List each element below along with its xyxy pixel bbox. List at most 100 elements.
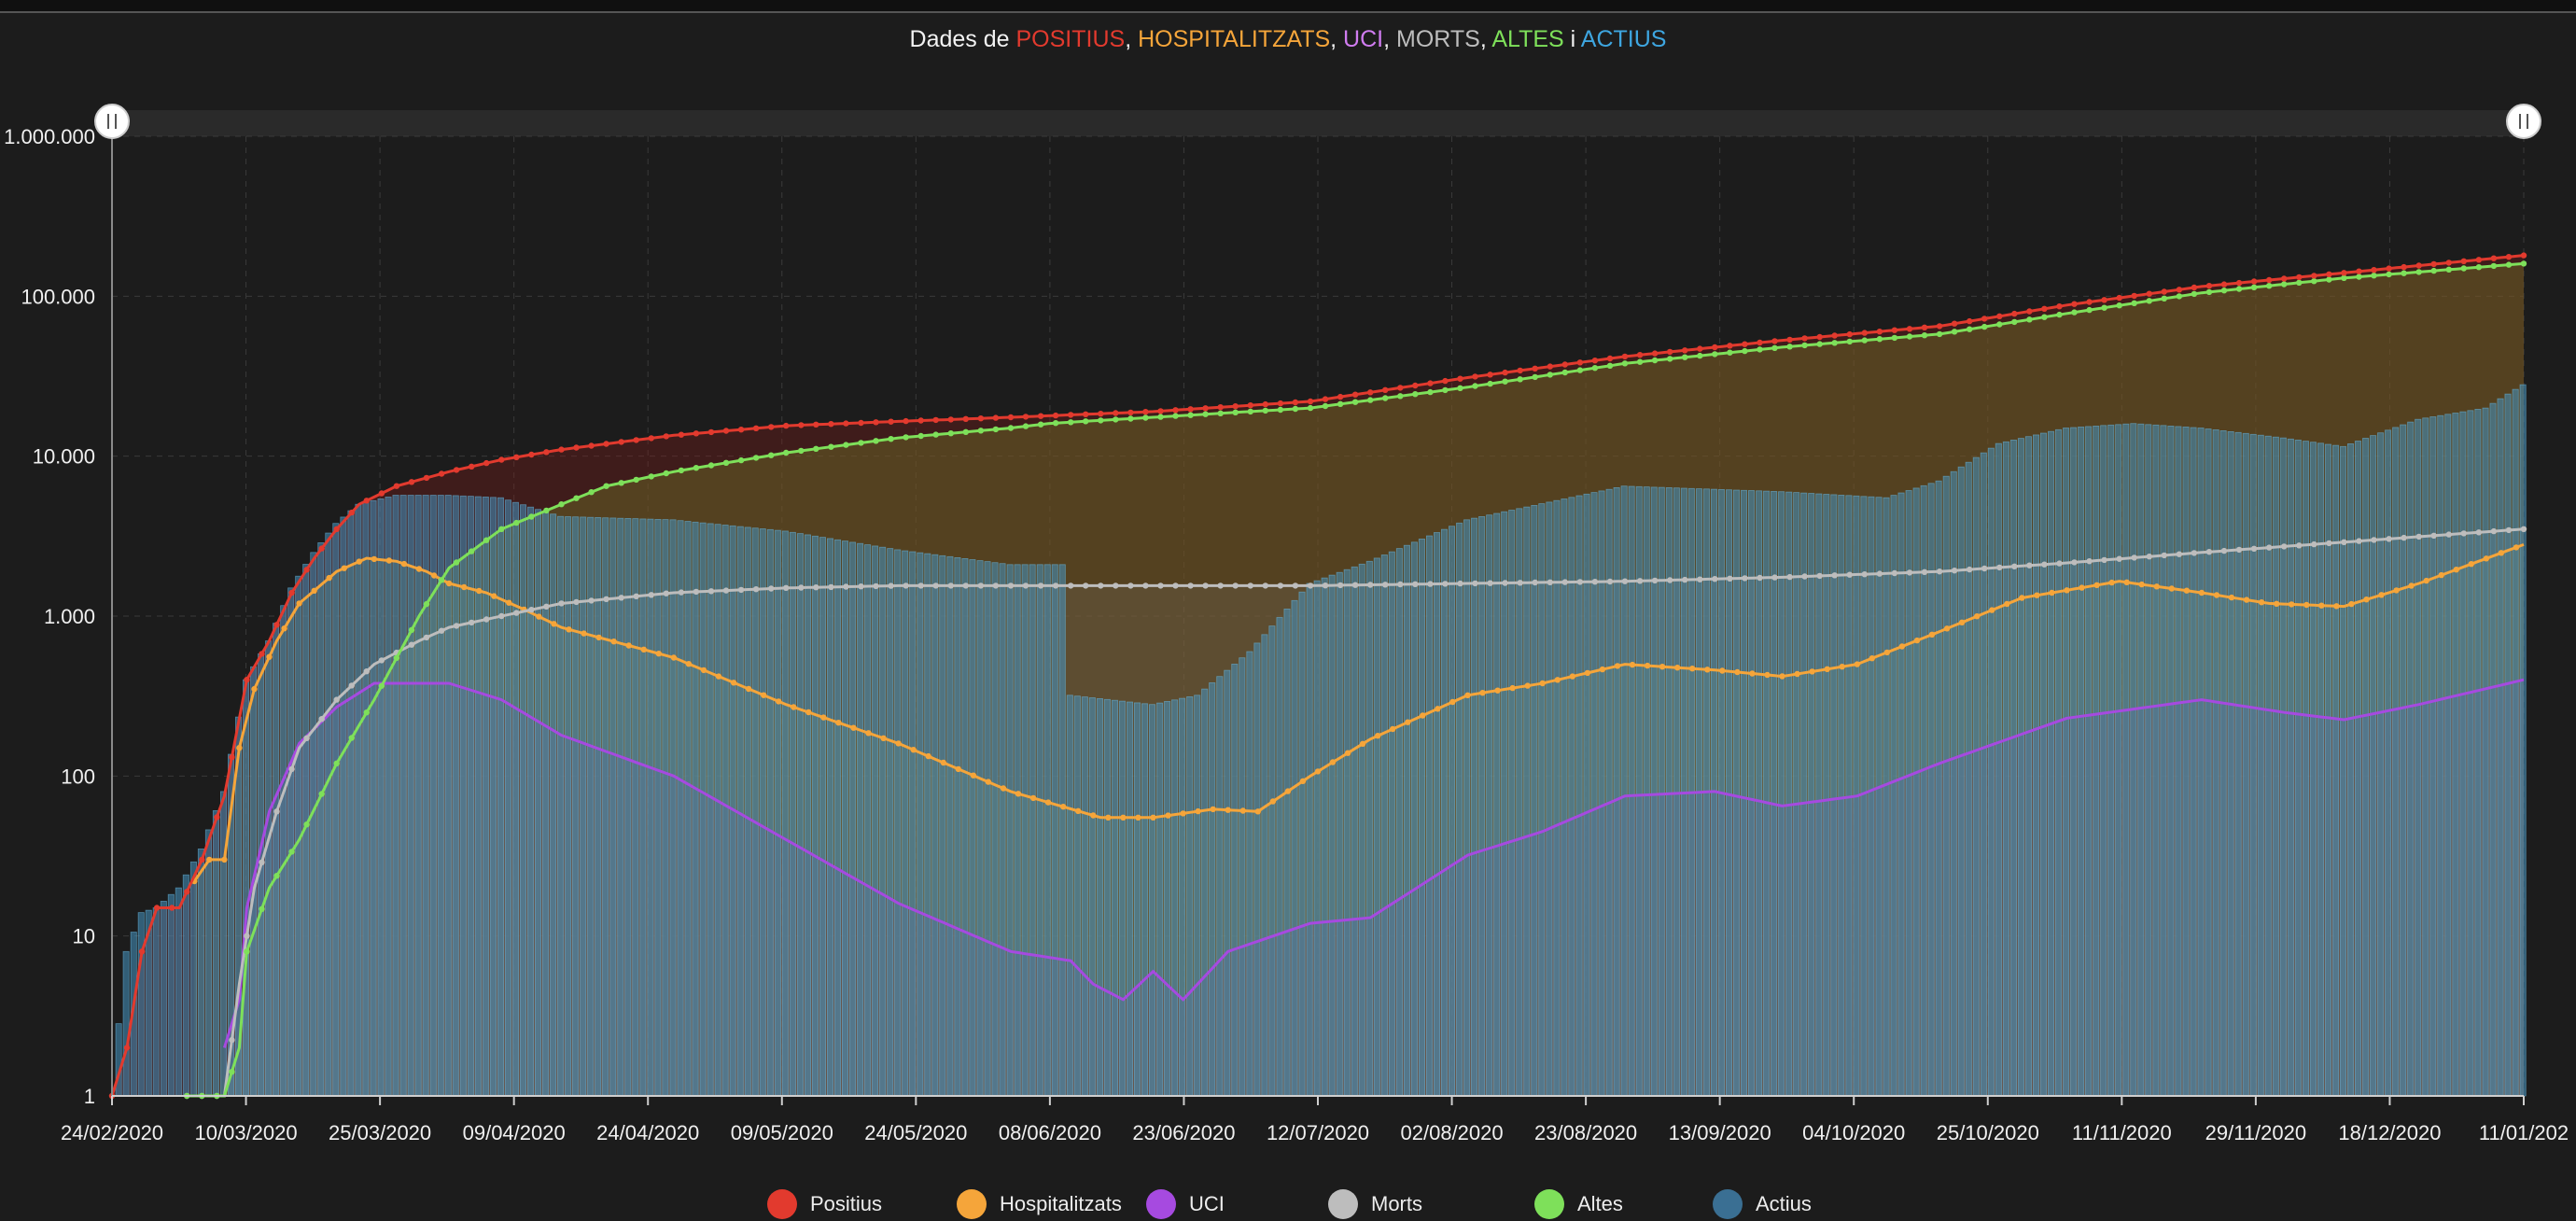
actius-bar: [587, 516, 595, 1097]
actius-bar: [1756, 490, 1763, 1097]
actius-bar: [2130, 423, 2137, 1097]
actius-bar: [2287, 438, 2294, 1097]
actius-bar: [1410, 541, 1418, 1097]
line-uci: [222, 678, 2525, 1048]
actius-bar: [182, 874, 189, 1097]
y-tick-label: 1.000: [44, 605, 95, 628]
actius-bar: [429, 495, 437, 1097]
legend-item-uci[interactable]: UCI: [1146, 1189, 1225, 1219]
actius-bar: [1912, 487, 1920, 1097]
actius-bar: [189, 861, 197, 1097]
y-tick-label: 1.000.000: [4, 125, 95, 148]
y-tick-label: 1: [84, 1085, 95, 1108]
range-handle-right[interactable]: [2506, 104, 2541, 139]
y-tick-label: 10: [73, 925, 95, 948]
actius-bar: [1808, 493, 1815, 1097]
actius-bar: [909, 551, 917, 1097]
line-positius: [110, 254, 2525, 1097]
actius-bar: [2212, 428, 2219, 1097]
actius-bar: [1036, 564, 1043, 1097]
actius-bar: [721, 525, 729, 1097]
actius-bar: [2452, 413, 2459, 1097]
chart-title-part: UCI: [1343, 26, 1384, 52]
actius-bar: [677, 520, 684, 1097]
range-slider-track[interactable]: [112, 110, 2524, 136]
actius-bar: [1501, 511, 1508, 1097]
actius-bar: [714, 524, 721, 1097]
chart-title-part: ,: [1383, 26, 1397, 52]
actius-bar: [1351, 566, 1358, 1097]
actius-bar: [1066, 695, 1073, 1097]
actius-bar: [1875, 497, 1883, 1097]
actius-bar: [1313, 580, 1321, 1097]
actius-bar: [1987, 447, 1995, 1097]
actius-bar: [2302, 441, 2309, 1097]
actius-bar: [887, 548, 894, 1097]
actius-bar: [2512, 388, 2519, 1097]
handle-knob[interactable]: [94, 104, 130, 139]
actius-bar: [2190, 427, 2197, 1097]
legend-item-altes[interactable]: Altes: [1534, 1189, 1623, 1219]
actius-bar: [662, 519, 669, 1097]
actius-bar: [2145, 424, 2152, 1097]
actius-bar: [647, 518, 654, 1097]
actius-bar: [1733, 489, 1741, 1097]
actius-bar: [1216, 676, 1224, 1097]
actius-bar: [1164, 701, 1171, 1097]
legend-item-morts[interactable]: Morts: [1328, 1189, 1422, 1219]
actius-bar: [542, 511, 550, 1097]
actius-bar: [340, 516, 347, 1097]
actius-bar: [2279, 437, 2287, 1097]
actius-bar: [2002, 441, 2009, 1097]
legend-item-hospitalitzats[interactable]: Hospitalitzats: [957, 1189, 1122, 1219]
actius-bar: [2489, 402, 2497, 1097]
actius-bar: [1950, 470, 1957, 1097]
actius-bar: [1081, 696, 1088, 1097]
actius-bar: [1209, 682, 1216, 1097]
actius-bar: [2100, 425, 2107, 1097]
actius-bar: [1995, 442, 2002, 1097]
actius-bar: [991, 562, 999, 1097]
range-handle-left[interactable]: [94, 104, 130, 139]
chart-title-part: i: [1563, 26, 1581, 52]
actius-bar: [122, 950, 130, 1097]
actius-bar: [1088, 697, 1096, 1097]
legend-item-positius[interactable]: Positius: [767, 1189, 882, 1219]
legend-swatch: [1328, 1189, 1358, 1219]
actius-bar: [1628, 485, 1635, 1097]
actius-bar: [2272, 436, 2279, 1097]
actius-bar: [946, 555, 954, 1097]
actius-bar: [1800, 492, 1808, 1097]
actius-bar: [580, 516, 587, 1097]
actius-bar: [766, 528, 774, 1097]
legend-item-actius[interactable]: Actius: [1713, 1189, 1812, 1219]
actius-bar: [1516, 508, 1523, 1097]
actius-bar: [1118, 700, 1126, 1097]
x-tick-label: 04/10/2020: [1802, 1121, 1905, 1144]
actius-bar: [1830, 494, 1838, 1097]
x-tick-label: 09/04/2020: [463, 1121, 566, 1144]
series-altes: [184, 260, 2527, 1100]
actius-bar: [2137, 423, 2145, 1097]
actius-bar: [1051, 564, 1058, 1097]
actius-bar: [1486, 514, 1493, 1097]
actius-bar: [1575, 495, 1583, 1097]
actius-bar: [879, 546, 887, 1097]
actius-bar: [2242, 432, 2249, 1097]
actius-bar: [849, 541, 857, 1097]
range-slider[interactable]: [94, 104, 2541, 139]
x-tick-label: 08/06/2020: [999, 1121, 1101, 1144]
actius-bar: [2504, 393, 2512, 1097]
actius-bar: [2078, 426, 2085, 1097]
actius-bar: [1365, 560, 1373, 1097]
line-altes: [187, 261, 2525, 1098]
handle-knob[interactable]: [2506, 104, 2541, 139]
actius-bar: [1058, 564, 1066, 1097]
actius-bar: [872, 545, 879, 1097]
actius-bar: [2063, 428, 2070, 1097]
actius-bar: [796, 533, 804, 1097]
x-tick-label: 12/07/2020: [1267, 1121, 1369, 1144]
actius-bar: [1883, 497, 1890, 1097]
actius-bar: [2385, 429, 2392, 1097]
actius-bar: [595, 517, 602, 1097]
